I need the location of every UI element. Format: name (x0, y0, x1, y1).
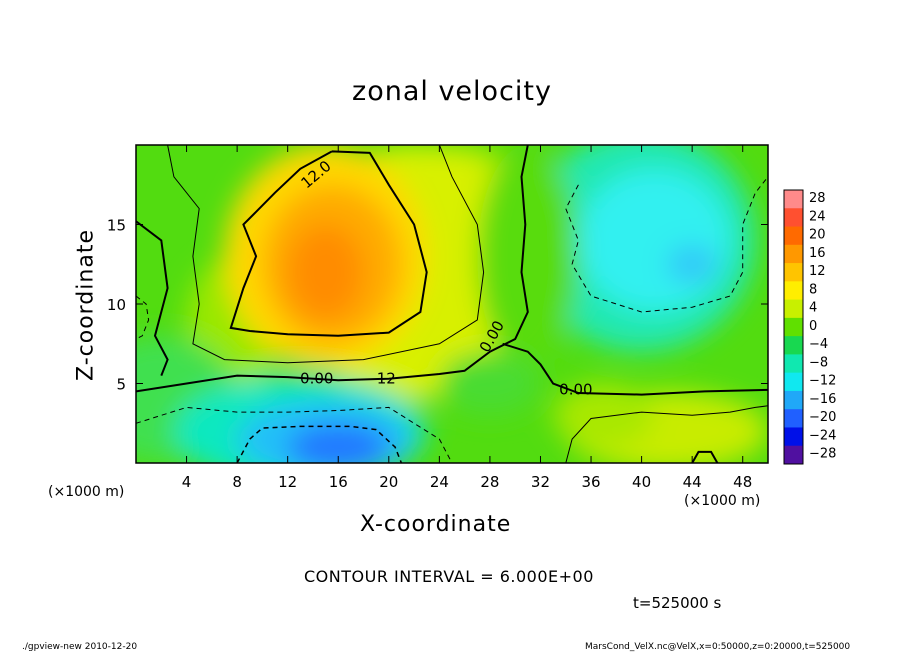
x-tick-label: 28 (480, 473, 499, 491)
colorbar-label: 28 (809, 191, 826, 206)
contour-label: 12 (377, 370, 396, 388)
chart-title: zonal velocity (352, 76, 552, 107)
y-tick-label: 15 (107, 217, 126, 235)
contour-0-right (502, 342, 768, 396)
colorbar-label: 0 (809, 319, 817, 334)
x-tick-label: 40 (632, 473, 651, 491)
y-tick-label: 5 (116, 376, 126, 394)
x-unit-label: (×1000 m) (684, 493, 761, 509)
plot-area: 12.00.00 120.000.00 (135, 144, 769, 464)
colorbar-label: −16 (809, 392, 836, 407)
colorbar-label: 24 (809, 209, 826, 224)
heatmap-blob (578, 168, 731, 312)
colorbar-swatch (784, 390, 803, 410)
colorbar-swatch (784, 409, 803, 428)
x-tick-label: 12 (278, 473, 297, 491)
colorbar-swatch (784, 372, 803, 392)
x-tick-label: 20 (379, 473, 398, 491)
heatmap-blob (666, 245, 718, 284)
colorbar-label: −12 (809, 374, 836, 389)
contour-interval-text: CONTOUR INTERVAL = 6.000E+00 (304, 567, 594, 586)
colorbar-label: −8 (809, 355, 828, 370)
contour-label: 0.00 (300, 370, 333, 388)
colorbar-swatch (784, 281, 803, 301)
y-axis: 5 10 15 (107, 217, 768, 394)
contour-6 (167, 145, 485, 364)
x-tick-label: 36 (581, 473, 600, 491)
colorbar-swatch (784, 445, 803, 465)
colorbar-swatch (784, 226, 803, 246)
contour-left-dashed (136, 295, 150, 340)
contour-small-loop (691, 450, 719, 463)
x-tick-label: 16 (329, 473, 348, 491)
heatmap-blob (439, 351, 541, 416)
colorbar-swatch (784, 299, 803, 319)
x-tick-label: 4 (182, 473, 192, 491)
x-axis-label: X-coordinate (360, 512, 512, 537)
x-tick-label: 24 (430, 473, 449, 491)
colorbar: 28 24 20 16 12 8 4 0 −4 −8 −12 −16 −20 −24 −28 (783, 189, 836, 465)
x-tick-label: 8 (232, 473, 242, 491)
footer-right-text: MarsCond_VelX.nc@VelX,x=0:50000,z=0:2000… (585, 642, 851, 652)
contour-0-left-upper (136, 220, 169, 376)
time-label: t=525000 s (633, 594, 722, 612)
x-tick-label: 44 (683, 473, 702, 491)
contour-label: 0.00 (559, 381, 592, 399)
heatmap-blob (287, 423, 389, 463)
colorbar-swatch (784, 317, 803, 337)
contour-6-right (565, 405, 768, 463)
x-axis: 4 8 12 16 20 24 28 32 36 40 44 48 (182, 145, 752, 491)
colorbar-label: −24 (809, 428, 836, 443)
heatmap-field (136, 145, 768, 463)
colorbar-swatch (784, 190, 803, 209)
contour-minus6-right (565, 176, 768, 313)
heatmap-blob (477, 145, 579, 368)
y-unit-label: (×1000 m) (48, 484, 125, 500)
colorbar-label: 4 (809, 301, 817, 316)
colorbar-frame (783, 189, 804, 465)
colorbar-swatch (784, 336, 803, 355)
colorbar-label: −4 (809, 337, 828, 352)
heatmap-blob (287, 224, 364, 320)
colorbar-swatch (784, 263, 803, 282)
colorbar-swatch (784, 244, 803, 264)
footer-left-text: ./gpview-new 2010-12-20 (22, 642, 138, 652)
x-tick-label: 32 (531, 473, 550, 491)
colorbar-label: 16 (809, 246, 826, 261)
contour-lines (136, 145, 768, 463)
colorbar-label: 12 (809, 264, 826, 279)
colorbar-label: −20 (809, 410, 836, 425)
contour-0-middle (136, 145, 529, 393)
heatmap-blob (553, 383, 655, 448)
colorbar-label: 20 (809, 228, 826, 243)
y-tick-label: 10 (107, 296, 126, 314)
x-tick-label: 48 (733, 473, 752, 491)
y-axis-label: Z-coordinate (73, 229, 99, 381)
contour-12 (229, 150, 428, 337)
contour-minus12 (236, 425, 403, 463)
colorbar-swatch (784, 208, 803, 228)
colorbar-label: 8 (809, 282, 817, 297)
colorbar-label: −28 (809, 447, 836, 462)
colorbar-swatch (784, 354, 803, 374)
colorbar-swatch (784, 427, 803, 447)
